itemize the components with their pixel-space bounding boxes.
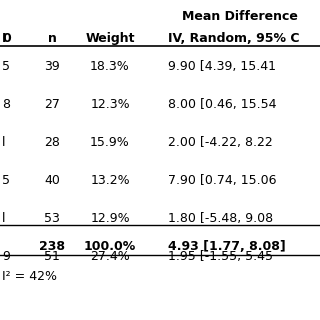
Text: 9.90 [4.39, 15.41: 9.90 [4.39, 15.41: [168, 60, 276, 73]
Text: 8: 8: [2, 98, 10, 111]
Text: 13.2%: 13.2%: [90, 174, 130, 187]
Text: 2.00 [-4.22, 8.22: 2.00 [-4.22, 8.22: [168, 136, 273, 149]
Text: 5: 5: [2, 174, 10, 187]
Text: 40: 40: [44, 174, 60, 187]
Text: 4.93 [1.77, 8.08]: 4.93 [1.77, 8.08]: [168, 240, 286, 253]
Text: Mean Difference: Mean Difference: [182, 10, 298, 23]
Text: 1.95 [-1.55, 5.45: 1.95 [-1.55, 5.45: [168, 250, 273, 263]
Text: Weight: Weight: [85, 32, 135, 45]
Text: n: n: [48, 32, 56, 45]
Text: 1.80 [-5.48, 9.08: 1.80 [-5.48, 9.08: [168, 212, 273, 225]
Text: 9: 9: [2, 250, 10, 263]
Text: 12.9%: 12.9%: [90, 212, 130, 225]
Text: l: l: [2, 136, 5, 149]
Text: 5: 5: [2, 60, 10, 73]
Text: 0: 0: [2, 32, 11, 45]
Text: 51: 51: [44, 250, 60, 263]
Text: 15.9%: 15.9%: [90, 136, 130, 149]
Text: l: l: [2, 212, 5, 225]
Text: 12.3%: 12.3%: [90, 98, 130, 111]
Text: I: I: [2, 32, 6, 45]
Text: 28: 28: [44, 136, 60, 149]
Text: 8.00 [0.46, 15.54: 8.00 [0.46, 15.54: [168, 98, 276, 111]
Text: 238: 238: [39, 240, 65, 253]
Text: 53: 53: [44, 212, 60, 225]
Text: IV, Random, 95% C: IV, Random, 95% C: [168, 32, 300, 45]
Text: 27: 27: [44, 98, 60, 111]
Text: 27.4%: 27.4%: [90, 250, 130, 263]
Text: 7.90 [0.74, 15.06: 7.90 [0.74, 15.06: [168, 174, 276, 187]
Text: I² = 42%: I² = 42%: [2, 270, 57, 283]
Text: 18.3%: 18.3%: [90, 60, 130, 73]
Text: 39: 39: [44, 60, 60, 73]
Text: 100.0%: 100.0%: [84, 240, 136, 253]
